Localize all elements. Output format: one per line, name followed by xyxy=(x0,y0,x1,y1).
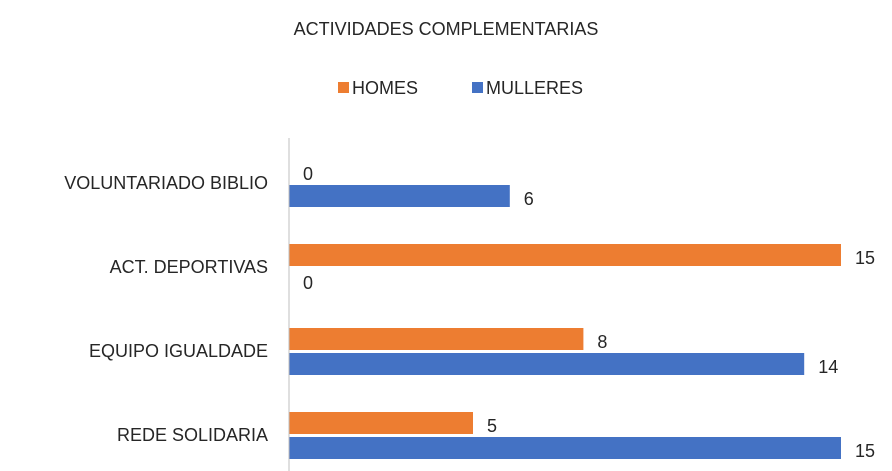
legend-swatch xyxy=(338,82,349,93)
y-tick-label: REDE SOLIDARIA xyxy=(117,425,268,445)
bar xyxy=(289,353,805,375)
data-label: 15 xyxy=(855,248,875,268)
y-tick-label: EQUIPO IGUALDADE xyxy=(89,341,268,361)
legend-swatch xyxy=(472,82,483,93)
chart-title: ACTIVIDADES COMPLEMENTARIAS xyxy=(294,19,599,39)
data-label: 0 xyxy=(303,273,313,293)
bar xyxy=(289,437,841,459)
data-label: 14 xyxy=(818,357,838,377)
y-tick-label: VOLUNTARIADO BIBLIO xyxy=(64,173,268,193)
data-label: 0 xyxy=(303,164,313,184)
data-label: 8 xyxy=(597,332,607,352)
data-label: 15 xyxy=(855,441,875,461)
bar xyxy=(289,328,584,350)
data-label: 5 xyxy=(487,416,497,436)
legend-label: HOMES xyxy=(352,78,418,98)
bar xyxy=(289,244,841,266)
legend-label: MULLERES xyxy=(486,78,583,98)
data-label: 6 xyxy=(524,189,534,209)
bar xyxy=(289,185,510,207)
bar xyxy=(289,412,473,434)
y-tick-label: ACT. DEPORTIVAS xyxy=(110,257,268,277)
